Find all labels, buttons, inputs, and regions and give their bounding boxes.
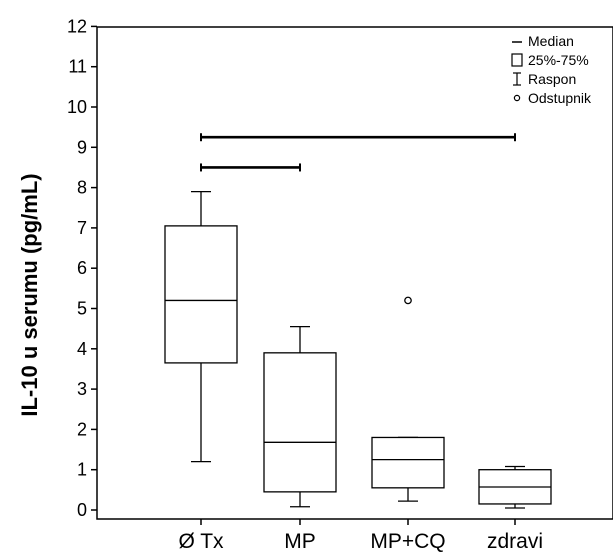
x-tick-label: zdravi [487, 530, 543, 553]
y-tick-label: 8 [77, 178, 87, 198]
iqr-box [371, 436, 445, 489]
box-1 [164, 190, 238, 463]
box-3 [371, 296, 445, 502]
legend-label: 25%-75% [528, 52, 589, 68]
legend-item-box: 25%-75% [511, 52, 589, 68]
iqr-box [263, 352, 337, 493]
significance-bracket [200, 163, 301, 172]
x-tick-label: Ø Tx [178, 530, 224, 553]
box-4 [478, 465, 552, 509]
y-tick-label: 7 [77, 218, 87, 238]
y-tick-label: 2 [77, 419, 87, 439]
legend-item-range: Raspon [513, 71, 576, 87]
x-tick-label: MP+CQ [370, 530, 445, 553]
y-tick-label: 1 [77, 460, 87, 480]
box-2 [263, 325, 337, 508]
x-axis: Ø Tx MP MP+CQ zdravi [178, 519, 543, 553]
legend: Median 25%-75% Raspon Odstupnik [511, 33, 592, 106]
legend-label: Odstupnik [528, 90, 592, 106]
y-tick-label: 3 [77, 379, 87, 399]
x-tick-label: MP [284, 530, 316, 553]
significance-bracket [200, 133, 516, 142]
boxes [164, 190, 552, 509]
y-tick-label: 11 [68, 57, 87, 77]
iqr-box [164, 225, 238, 364]
legend-item-outlier: Odstupnik [513, 90, 592, 106]
y-tick-label: 4 [77, 339, 87, 359]
legend-item-median: Median [512, 33, 574, 49]
significance-brackets [200, 133, 516, 172]
y-tick-label: 9 [77, 137, 87, 157]
legend-label: Raspon [528, 71, 576, 87]
y-axis-label: IL-10 u serumu (pg/mL) [17, 173, 42, 416]
outlier-point [404, 296, 412, 305]
legend-label: Median [528, 33, 574, 49]
box-symbol [511, 53, 523, 67]
y-tick-label: 12 [67, 16, 87, 36]
y-tick-label: 6 [77, 258, 87, 278]
y-tick-label: 10 [67, 97, 87, 117]
outlier-symbol [513, 94, 521, 102]
y-tick-label: 0 [77, 500, 87, 520]
plot-frame [96, 26, 613, 520]
y-tick-label: 5 [77, 299, 87, 319]
